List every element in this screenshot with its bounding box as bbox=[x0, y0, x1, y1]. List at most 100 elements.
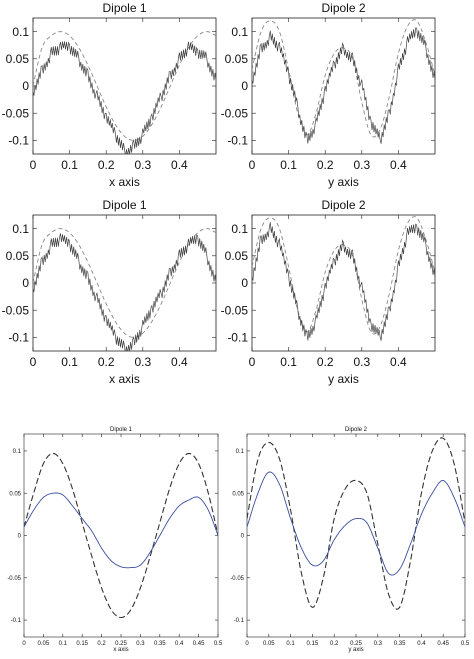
solid-series-line bbox=[33, 41, 216, 154]
x-axis-label: y axis bbox=[328, 175, 359, 189]
plot-frame bbox=[23, 433, 219, 638]
chart-title: Dipole 2 bbox=[321, 198, 365, 212]
x-tick-label: 0.5 bbox=[214, 641, 223, 647]
y-tick-label: 0.1 bbox=[12, 25, 29, 39]
chart-title: Dipole 1 bbox=[102, 198, 146, 212]
dashed-series-line bbox=[247, 437, 465, 610]
dashed-series-line bbox=[33, 31, 216, 141]
x-tick-label: 0.1 bbox=[286, 641, 295, 647]
chart-title: Dipole 1 bbox=[102, 1, 146, 15]
x-axis-label: y axis bbox=[328, 372, 359, 386]
plot-frame bbox=[32, 17, 217, 155]
y-tick-label: 0.1 bbox=[12, 222, 29, 236]
x-tick-label: 0.2 bbox=[330, 641, 339, 647]
y-tick-label: -0.1 bbox=[8, 331, 29, 345]
y-tick-label: 0.05 bbox=[232, 491, 244, 497]
x-tick-label: 0.5 bbox=[461, 641, 470, 647]
x-tick-label: 0.4 bbox=[175, 641, 184, 647]
x-tick-label: 0.1 bbox=[61, 355, 78, 369]
y-tick-label: -0.1 bbox=[8, 134, 29, 148]
x-tick-label: 0.2 bbox=[317, 158, 334, 172]
y-tick-label: -0.05 bbox=[2, 303, 30, 317]
x-tick-label: 0.45 bbox=[437, 641, 449, 647]
y-tick-label: -0.1 bbox=[227, 331, 248, 345]
y-tick-label: 0 bbox=[241, 79, 248, 93]
x-tick-label: 0.05 bbox=[38, 641, 50, 647]
x-tick-label: 0 bbox=[22, 641, 26, 647]
solid-series-line bbox=[33, 233, 216, 351]
y-tick-label: -0.05 bbox=[230, 576, 244, 582]
y-tick-label: -0.05 bbox=[221, 106, 249, 120]
x-tick-label: 0.25 bbox=[350, 641, 362, 647]
chart-4: Dipole 20.10.050-0.05-0.10 0.1 0.2 0.3 0.4y … bbox=[221, 198, 436, 386]
y-tick-label: 0.05 bbox=[6, 52, 30, 66]
x-tick-label: 0.2 bbox=[98, 158, 115, 172]
dashed-series-line bbox=[24, 452, 218, 619]
chart-title: Dipole 2 bbox=[345, 427, 368, 433]
y-tick-label: 0.05 bbox=[225, 249, 249, 263]
chart-6: Dipole 2 0.1 0.05 0 -0.05 -0.1 0 0.05 0.1 0.15 0.2… bbox=[230, 427, 470, 653]
y-tick-label: -0.1 bbox=[11, 618, 22, 624]
plot-frame bbox=[246, 433, 466, 638]
x-tick-label: 0 bbox=[249, 158, 256, 172]
y-tick-label: 0.1 bbox=[231, 25, 248, 39]
x-tick-label: 0.3 bbox=[374, 641, 383, 647]
x-axis-label: x axis bbox=[113, 647, 128, 653]
y-tick-label: 0.1 bbox=[231, 222, 248, 236]
x-tick-label: 0 bbox=[245, 641, 249, 647]
y-tick-label: 0 bbox=[22, 79, 29, 93]
x-tick-label: 0 bbox=[249, 355, 256, 369]
x-tick-label: 0.3 bbox=[353, 158, 370, 172]
y-tick-label: -0.1 bbox=[234, 618, 245, 624]
x-tick-label: 0 bbox=[30, 158, 37, 172]
chart-1: Dipole 10.10.050-0.05-0.10 0.1 0.2 0.3 0.4x … bbox=[2, 1, 217, 189]
chart-title: Dipole 2 bbox=[321, 1, 365, 15]
x-tick-label: 0.1 bbox=[280, 158, 297, 172]
solid-series-line bbox=[252, 222, 435, 341]
x-tick-label: 0 bbox=[30, 355, 37, 369]
y-tick-label: -0.05 bbox=[7, 576, 21, 582]
y-tick-label: -0.05 bbox=[2, 106, 30, 120]
x-tick-label: 0.3 bbox=[134, 355, 151, 369]
y-tick-label: 0.1 bbox=[13, 449, 22, 455]
x-tick-label: 0.4 bbox=[171, 355, 188, 369]
y-tick-label: 0 bbox=[18, 534, 22, 540]
x-tick-label: 0.45 bbox=[193, 641, 205, 647]
y-tick-label: 0.05 bbox=[9, 491, 21, 497]
y-tick-label: 0 bbox=[241, 534, 245, 540]
x-tick-label: 0.1 bbox=[280, 355, 297, 369]
x-axis-label: x axis bbox=[109, 372, 140, 386]
x-axis-label: x axis bbox=[109, 175, 140, 189]
y-tick-label: 0 bbox=[22, 276, 29, 290]
x-tick-label: 0.2 bbox=[97, 641, 106, 647]
chart-title: Dipole 1 bbox=[110, 427, 133, 433]
x-tick-label: 0.3 bbox=[136, 641, 145, 647]
y-tick-label: 0.05 bbox=[6, 249, 30, 263]
chart-3: Dipole 10.10.050-0.05-0.10 0.1 0.2 0.3 0.4x … bbox=[2, 198, 217, 386]
chart-2: Dipole 20.10.050-0.05-0.10 0.1 0.2 0.3 0.4y … bbox=[221, 1, 436, 189]
chart-5: Dipole 1 0.1 0.05 0 -0.05 -0.1 0 0.05 0.1 0.15 0.2… bbox=[7, 427, 223, 653]
y-tick-label: 0.05 bbox=[225, 52, 249, 66]
x-tick-label: 0.15 bbox=[307, 641, 319, 647]
solid-series-line bbox=[247, 471, 465, 576]
x-tick-label: 0.4 bbox=[171, 158, 188, 172]
y-tick-label: -0.05 bbox=[221, 303, 249, 317]
x-tick-label: 0.1 bbox=[61, 158, 78, 172]
solid-series-line bbox=[24, 492, 218, 569]
solid-series-line bbox=[252, 27, 435, 144]
x-tick-label: 0.4 bbox=[390, 355, 407, 369]
dashed-series-line bbox=[252, 216, 435, 335]
dashed-series-line bbox=[33, 228, 216, 338]
y-tick-label: 0 bbox=[241, 276, 248, 290]
x-tick-label: 0.15 bbox=[76, 641, 88, 647]
x-tick-label: 0.25 bbox=[115, 641, 127, 647]
x-tick-label: 0.35 bbox=[394, 641, 406, 647]
y-tick-label: -0.1 bbox=[227, 134, 248, 148]
x-tick-label: 0.4 bbox=[417, 641, 426, 647]
x-tick-label: 0.35 bbox=[154, 641, 166, 647]
x-tick-label: 0.1 bbox=[59, 641, 68, 647]
x-tick-label: 0.05 bbox=[263, 641, 275, 647]
plot-frame bbox=[251, 214, 436, 352]
x-tick-label: 0.2 bbox=[317, 355, 334, 369]
y-tick-label: 0.1 bbox=[236, 449, 245, 455]
